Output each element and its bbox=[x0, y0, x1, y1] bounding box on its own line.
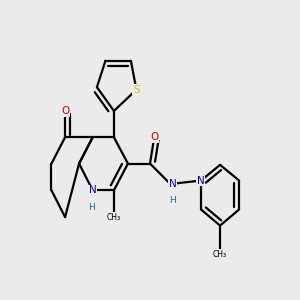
Text: H: H bbox=[88, 203, 95, 212]
Text: H: H bbox=[169, 196, 176, 206]
Text: O: O bbox=[61, 106, 69, 116]
Text: N: N bbox=[89, 185, 97, 195]
Text: S: S bbox=[133, 85, 140, 95]
Text: CH₃: CH₃ bbox=[213, 250, 227, 259]
Text: O: O bbox=[150, 132, 158, 142]
Text: N: N bbox=[169, 179, 176, 189]
Text: N: N bbox=[197, 176, 205, 186]
Text: CH₃: CH₃ bbox=[107, 213, 121, 222]
